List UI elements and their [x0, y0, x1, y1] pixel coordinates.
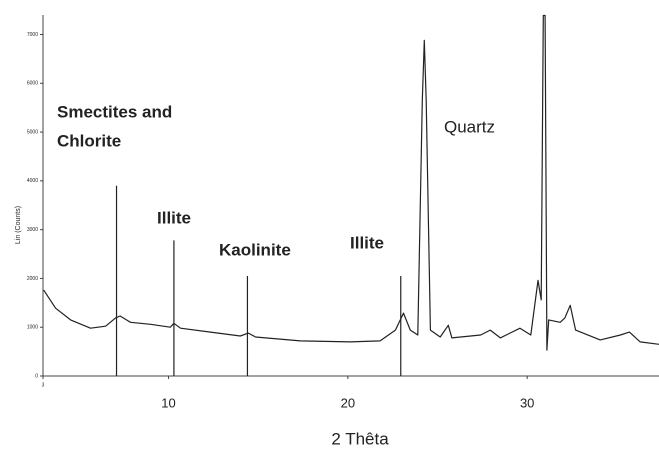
annotation: Illite [350, 233, 384, 252]
annotation: Chlorite [57, 131, 121, 150]
y-tick-label: 7000 [27, 32, 38, 38]
annotation: Smectites and [57, 102, 172, 121]
annotation: Quartz [444, 117, 495, 136]
y-tick-label: 6000 [27, 81, 38, 87]
annotation: Kaolinite [219, 240, 291, 259]
y-tick-label: 0 [35, 373, 38, 379]
y-tick-label: 2000 [27, 276, 38, 282]
y-tick-label: 3000 [27, 227, 38, 233]
y-axis-label: Lin (Counts) [15, 206, 22, 244]
x-tick-label: 3 [42, 382, 45, 388]
y-tick-label: 4000 [27, 178, 38, 184]
x-axis-label: 2 Thêta [331, 429, 389, 448]
x-tick-label: 20 [341, 395, 355, 410]
x-tick-label: 30 [520, 395, 534, 410]
data-line [43, 14, 659, 351]
y-tick-label: 5000 [27, 129, 38, 135]
y-tick-label: 1000 [27, 325, 38, 331]
annotation: Illite [157, 208, 191, 227]
x-tick-label: 10 [161, 395, 175, 410]
